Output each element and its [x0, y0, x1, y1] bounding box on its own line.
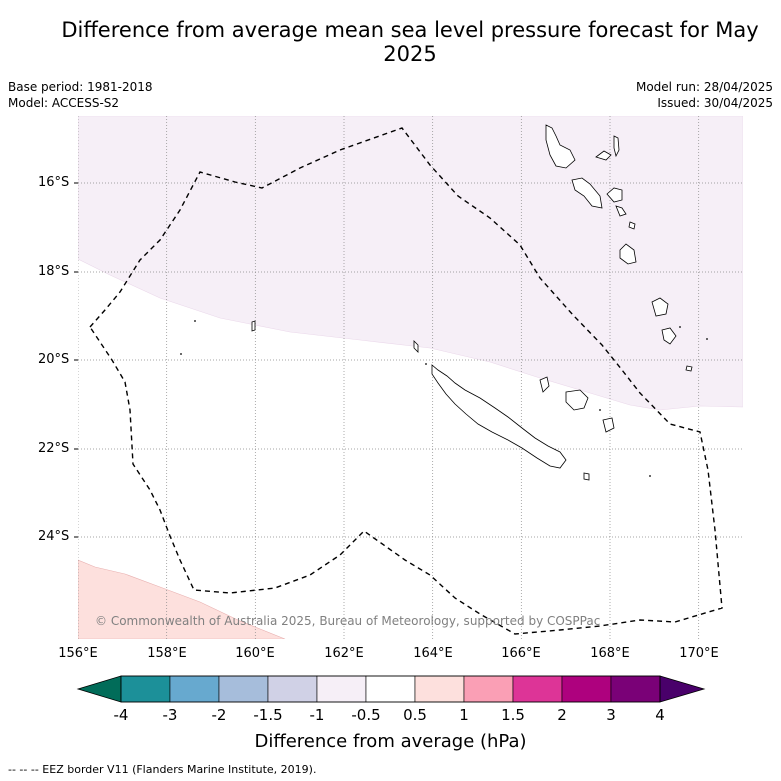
small-islets [180, 320, 708, 477]
isle-of-pines [583, 472, 590, 481]
lon-label-160e: 160°E [235, 646, 275, 661]
lat-label-20s: 20°S [38, 352, 70, 367]
colorbar-segments [120, 675, 661, 703]
lifou-island [565, 389, 589, 411]
colorbar-label: 0.5 [403, 706, 427, 724]
lon-label-156e: 156°E [58, 646, 98, 661]
colorbar-label: -4 [113, 706, 129, 724]
colorbar-label: -3 [162, 706, 178, 724]
colorbar-segment [512, 675, 563, 703]
anomaly-region-negative [78, 116, 743, 411]
colorbar-segment [316, 675, 367, 703]
header-right: Model run: 28/04/2025 Issued: 30/04/2025 [636, 79, 773, 111]
eez-legend-footer: -- -- -- EEZ border V11 (Flanders Marine… [8, 763, 317, 776]
lat-label-18s: 18°S [38, 264, 70, 279]
eez-border [89, 127, 723, 635]
model-name: Model: ACCESS-S2 [8, 96, 120, 110]
colorbar-segment [267, 675, 318, 703]
map-title: Difference from average mean sea level p… [61, 18, 759, 66]
header-left: Base period: 1981-2018 Model: ACCESS-S2 [8, 79, 153, 111]
anomaly-region-positive [78, 559, 286, 639]
colorbar-label: 3 [606, 706, 616, 724]
colorbar-segment [561, 675, 612, 703]
lon-label-164e: 164°E [413, 646, 453, 661]
colorbar-label: 1 [459, 706, 469, 724]
lon-label-166e: 166°E [501, 646, 541, 661]
axis-ticks [74, 182, 78, 538]
colorbar-segment [414, 675, 465, 703]
copyright-text: © Commonwealth of Australia 2025, Bureau… [95, 614, 601, 628]
mare-island [602, 417, 615, 433]
new-caledonia-island [431, 364, 567, 469]
colorbar-segment [365, 675, 416, 703]
colorbar-label: 2 [557, 706, 567, 724]
colorbar [76, 675, 706, 703]
issued-date: Issued: 30/04/2025 [657, 96, 773, 110]
lon-label-170e: 170°E [679, 646, 719, 661]
hunter-islet [685, 365, 693, 372]
lat-label-22s: 22°S [38, 441, 70, 456]
chesterfield-islet [251, 320, 256, 332]
lat-label-16s: 16°S [38, 175, 70, 190]
colorbar-label: -2 [211, 706, 227, 724]
lon-label-162e: 162°E [324, 646, 364, 661]
lon-label-158e: 158°E [147, 646, 187, 661]
lat-label-24s: 24°S [38, 529, 70, 544]
colorbar-segment [610, 675, 661, 703]
colorbar-segment [463, 675, 514, 703]
colorbar-label: 4 [655, 706, 665, 724]
colorbar-segment [120, 675, 171, 703]
colorbar-extend-low [76, 675, 122, 703]
colorbar-label: -1 [309, 706, 325, 724]
base-period: Base period: 1981-2018 [8, 80, 153, 94]
colorbar-label: -0.5 [351, 706, 381, 724]
colorbar-extend-high [659, 675, 706, 703]
colorbar-segment [218, 675, 269, 703]
colorbar-label: 1.5 [501, 706, 525, 724]
colorbar-title: Difference from average (hPa) [254, 731, 527, 752]
model-run: Model run: 28/04/2025 [635, 80, 773, 94]
vanuatu-islands [545, 124, 677, 345]
ouvea-island [539, 376, 550, 393]
belep-islands [413, 340, 419, 353]
colorbar-label: -1.5 [253, 706, 283, 724]
lon-label-168e: 168°E [590, 646, 630, 661]
colorbar-segment [169, 675, 220, 703]
